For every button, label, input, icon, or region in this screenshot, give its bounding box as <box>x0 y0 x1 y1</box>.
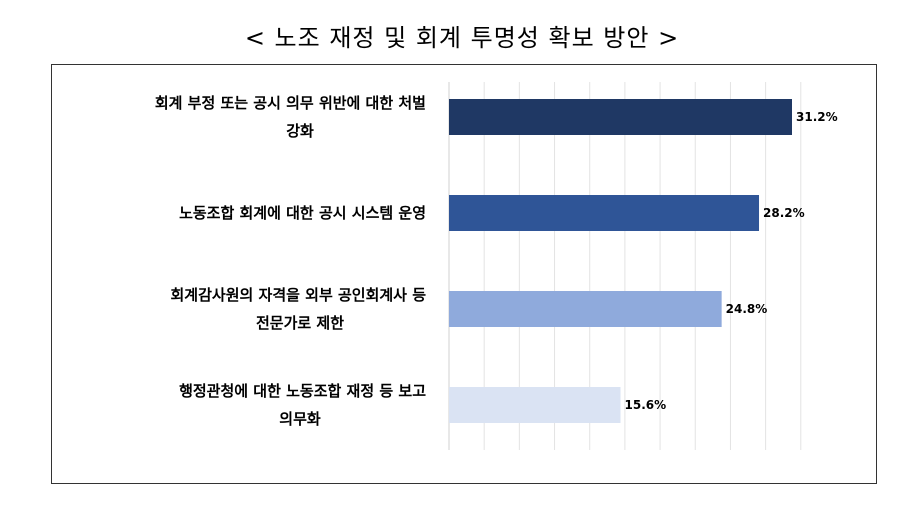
data-label: 24.8% <box>726 302 768 316</box>
category-label: 회계 부정 또는 공시 의무 위반에 대한 처벌 <box>155 94 426 112</box>
category-label: 회계감사원의 자격을 외부 공인회계사 등 <box>171 286 427 304</box>
data-label: 28.2% <box>763 206 805 220</box>
bar <box>449 99 792 135</box>
chart-title: < 노조 재정 및 회계 투명성 확보 방안 > <box>244 24 680 52</box>
bar <box>449 195 760 231</box>
category-label: 전문가로 제한 <box>256 314 344 332</box>
category-label: 행정관청에 대한 노동조합 재정 등 보고 <box>179 382 426 400</box>
data-label: 15.6% <box>625 398 667 412</box>
data-label: 31.2% <box>796 110 838 124</box>
category-label: 의무화 <box>279 410 321 428</box>
bar <box>449 387 621 423</box>
chart-frame <box>51 64 877 484</box>
bar <box>449 291 722 327</box>
category-label: 노동조합 회계에 대한 공시 시스템 운영 <box>179 204 426 222</box>
category-label: 강화 <box>286 122 314 140</box>
